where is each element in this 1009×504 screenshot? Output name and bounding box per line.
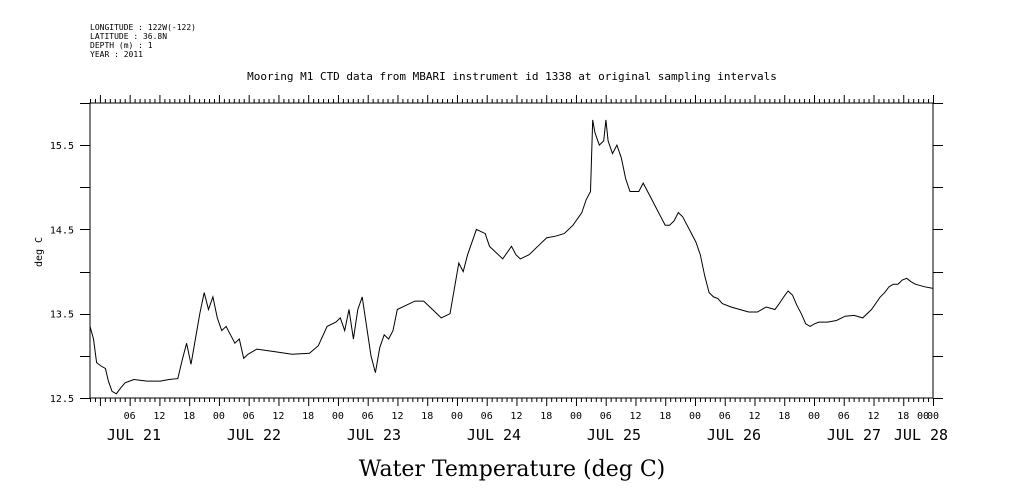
chart-title: Mooring M1 CTD data from MBARI instrumen… (247, 70, 777, 83)
day-label: JUL 22 (227, 426, 281, 444)
y-tick-label: 12.5 (50, 394, 74, 405)
day-label: JUL 25 (587, 426, 641, 444)
x-tick-label: 18 (897, 411, 909, 422)
day-label: JUL 24 (467, 426, 521, 444)
x-tick-label: 18 (540, 411, 552, 422)
x-tick-label: 06 (362, 411, 374, 422)
x-tick-label: 18 (421, 411, 433, 422)
x-tick-label: 12 (748, 411, 760, 422)
x-tick-label: 00 (808, 411, 820, 422)
y-axis-label: deg C (34, 237, 45, 267)
day-label: JUL 28 (894, 426, 948, 444)
day-label: JUL 26 (707, 426, 761, 444)
header-info: LONGITUDE : 122W(-122)LATITUDE : 36.8NDE… (90, 23, 196, 59)
header-line: LONGITUDE : 122W(-122) (90, 23, 196, 32)
x-tick-label: 06 (243, 411, 255, 422)
x-tick-label: 18 (778, 411, 790, 422)
x-tick-label: 12 (867, 411, 879, 422)
x-tick-label: 00 (917, 411, 929, 422)
x-tick-label: 12 (391, 411, 403, 422)
x-tick-label: 00 (927, 411, 939, 422)
day-label: JUL 21 (107, 426, 161, 444)
header-line: YEAR : 2011 (90, 50, 143, 59)
series-line (89, 119, 934, 395)
y-tick-label: 13.5 (50, 310, 74, 321)
x-tick-label: 12 (272, 411, 284, 422)
x-tick-label: 18 (659, 411, 671, 422)
x-tick-label: 06 (719, 411, 731, 422)
header-line: DEPTH (m) : 1 (90, 41, 153, 50)
x-tick-label: 12 (629, 411, 641, 422)
x-tick-label: 12 (153, 411, 165, 422)
x-tick-label: 18 (183, 411, 195, 422)
day-label: JUL 27 (827, 426, 881, 444)
x-tick-label: 06 (481, 411, 493, 422)
x-tick-label: 06 (838, 411, 850, 422)
x-tick-label: 00 (332, 411, 344, 422)
x-tick-label: 06 (600, 411, 612, 422)
x-tick-label: 00 (570, 411, 582, 422)
x-tick-label: 12 (510, 411, 522, 422)
x-tick-label: 00 (451, 411, 463, 422)
day-label: JUL 23 (347, 426, 401, 444)
plot-area: 06 12 18 00 06 12 18 00 06 12 18 00 06 12 18 00 06 12 18 00… (50, 95, 948, 444)
x-axis-label: Water Temperature (deg C) (359, 457, 666, 482)
y-tick-label: 15.5 (50, 141, 74, 152)
plot-frame (89, 102, 934, 399)
x-tick-label: 00 (213, 411, 225, 422)
header-line: LATITUDE : 36.8N (90, 32, 167, 41)
x-tick-label: 06 (124, 411, 136, 422)
y-tick-label: 14.5 (50, 225, 74, 236)
x-tick-label: 00 (689, 411, 701, 422)
x-tick-label: 18 (302, 411, 314, 422)
